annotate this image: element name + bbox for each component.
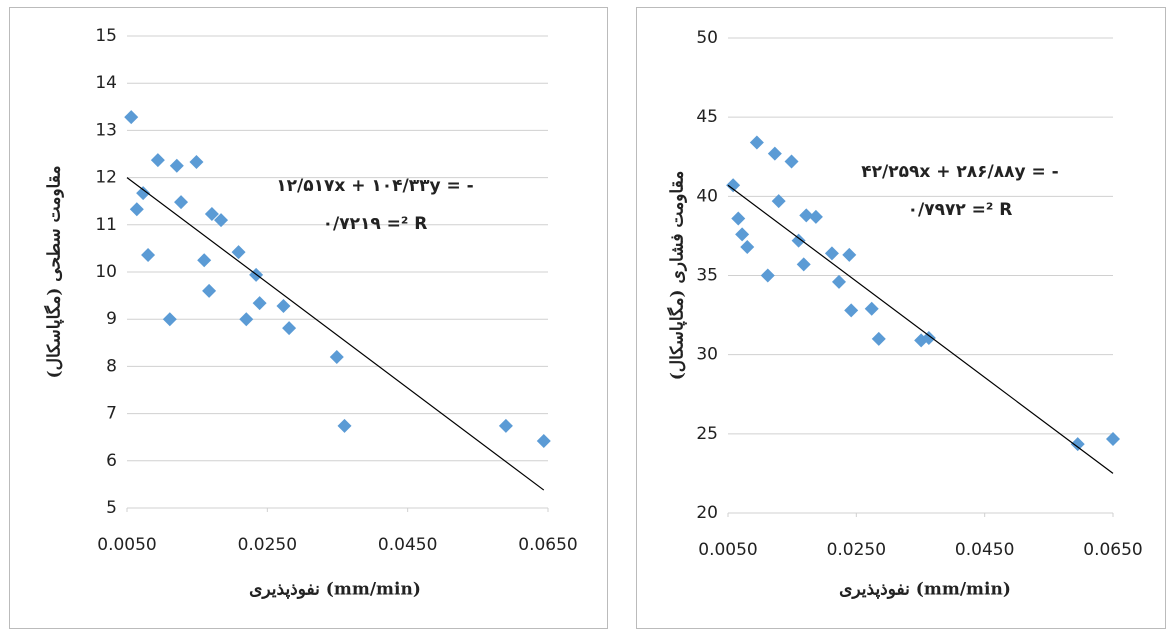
data-point <box>202 283 217 298</box>
x-axis-title: نفوذپذیری (mm/min) <box>249 580 421 600</box>
data-point <box>197 253 212 268</box>
data-point <box>808 209 823 224</box>
data-point <box>1070 437 1085 452</box>
data-point <box>871 331 886 346</box>
x-axis-title: نفوذپذیری (mm/min) <box>839 580 1011 600</box>
data-point <box>864 301 879 316</box>
data-point <box>921 331 936 346</box>
data-point <box>204 206 219 221</box>
data-point <box>731 211 746 226</box>
x-tick-label: 0.0450 <box>955 540 1014 560</box>
y-tick-label: 10 <box>95 262 117 282</box>
data-point <box>749 135 764 150</box>
data-point <box>169 158 184 173</box>
data-point <box>842 247 857 262</box>
data-point <box>824 246 839 261</box>
data-point <box>150 153 165 168</box>
trendline <box>727 184 1114 474</box>
data-point <box>231 245 246 260</box>
y-tick-label: 30 <box>696 345 718 365</box>
data-point <box>239 312 254 327</box>
chart-frame <box>636 7 1166 629</box>
x-tick-label: 0.0650 <box>518 535 577 555</box>
y-tick-label: 14 <box>95 73 117 93</box>
y-tick-label: 50 <box>696 28 718 48</box>
data-point <box>740 240 755 254</box>
data-point <box>791 233 806 248</box>
x-tick-label: 0.0250 <box>827 540 886 560</box>
data-point <box>174 195 189 210</box>
data-point <box>771 194 786 209</box>
y-tick-label: 7 <box>106 404 117 424</box>
y-tick-label: 5 <box>106 498 117 518</box>
data-point <box>832 274 847 289</box>
y-tick-label: 40 <box>696 186 718 206</box>
x-tick-label: 0.0250 <box>238 535 297 555</box>
data-point <box>799 208 814 223</box>
data-point <box>767 146 782 161</box>
data-point <box>844 303 859 318</box>
x-tick-label: 0.0650 <box>1083 540 1142 560</box>
data-point <box>141 248 156 263</box>
trendline-equation: ۴۲/۲۵۹x + ۲۸۶/۸۸y = - <box>861 162 1058 182</box>
data-point <box>536 433 551 448</box>
y-tick-label: 13 <box>95 120 117 140</box>
data-point <box>189 155 204 170</box>
y-axis-title: مقاومت فشاری (مگاپاسکال) <box>667 171 688 381</box>
x-tick-label: 0.0050 <box>97 535 156 555</box>
data-point <box>214 213 229 228</box>
y-tick-label: 8 <box>106 356 117 376</box>
y-tick-label: 11 <box>95 215 117 235</box>
y-tick-label: 35 <box>696 266 718 286</box>
x-tick-label: 0.0050 <box>698 540 757 560</box>
x-tick-label: 0.0450 <box>378 535 437 555</box>
data-point <box>124 110 139 125</box>
y-tick-label: 6 <box>106 451 117 471</box>
data-point <box>796 257 811 272</box>
data-point <box>282 321 297 336</box>
trendline-equation: ۰/۷۲۱۹ =² R <box>323 214 428 234</box>
data-point <box>276 298 291 313</box>
y-tick-label: 12 <box>95 168 117 188</box>
data-point <box>329 349 344 364</box>
data-point <box>760 268 775 283</box>
chart-frame <box>9 7 608 629</box>
trendline <box>126 177 545 491</box>
y-tick-label: 45 <box>696 107 718 127</box>
data-point <box>337 418 352 433</box>
data-point <box>784 154 799 169</box>
trendline-equation: ۰/۷۹۷۲ =² R <box>908 200 1013 220</box>
data-point <box>136 186 151 201</box>
y-axis-title: مقاومت سطحی (مگاپاسکال) <box>44 166 65 379</box>
data-point <box>726 178 741 193</box>
data-point <box>129 202 144 217</box>
y-tick-label: 25 <box>696 424 718 444</box>
data-point <box>498 418 513 433</box>
trendline-equation: ۱۲/۵۱۷x + ۱۰۴/۳۳y = - <box>276 176 473 196</box>
data-point <box>735 227 750 242</box>
data-point <box>252 296 267 311</box>
data-point <box>1106 432 1120 447</box>
data-point <box>162 312 177 327</box>
y-tick-label: 20 <box>696 503 718 523</box>
y-tick-label: 15 <box>95 26 117 46</box>
y-tick-label: 9 <box>106 309 117 329</box>
